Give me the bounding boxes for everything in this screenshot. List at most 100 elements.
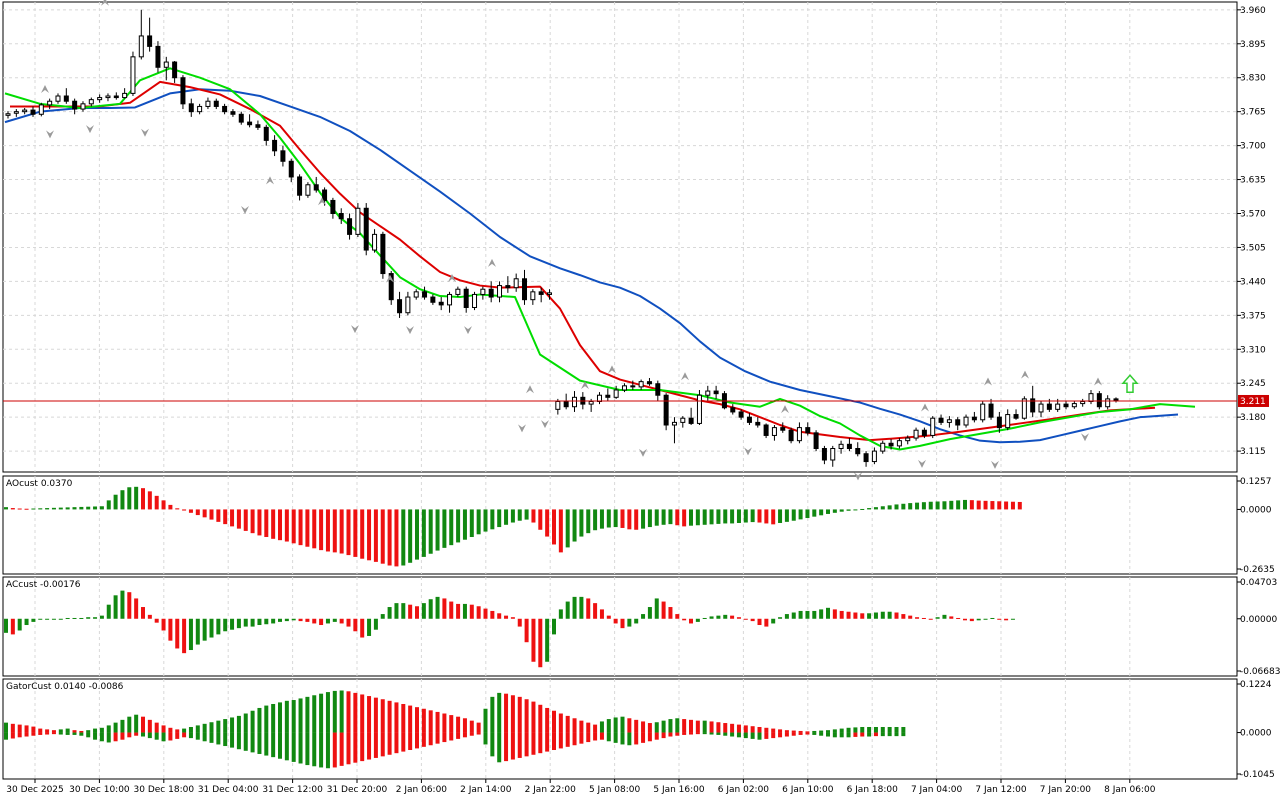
gator-upper-bar (113, 722, 118, 733)
candle (155, 41, 161, 73)
price-tick-label: 3.960 (1240, 6, 1266, 16)
gator-lower-bar (223, 732, 228, 747)
signal-up-arrow-icon (1121, 374, 1139, 393)
candle-body (780, 427, 786, 431)
osc-bar (599, 609, 604, 619)
gator-lower-bar (408, 732, 413, 751)
candle-body (1038, 403, 1044, 413)
gator-upper-bar (4, 722, 8, 733)
gator-upper-bar (86, 730, 91, 733)
candle-body (830, 448, 836, 461)
fractal-up-icon (448, 274, 456, 283)
gator-upper-bar (764, 727, 769, 733)
osc-bar (634, 618, 639, 624)
fractal-down-icon (639, 448, 647, 457)
gator-upper-bar (552, 710, 556, 733)
candle (621, 383, 627, 393)
osc-bar (613, 509, 618, 528)
gator-upper-bar (579, 720, 584, 733)
candle (796, 422, 802, 444)
candle (447, 291, 453, 313)
time-tick-label: 6 Jan 02:00 (718, 785, 770, 795)
gator-upper-bar (17, 724, 22, 733)
osc-bar (942, 614, 947, 619)
fractal-up-icon (41, 85, 49, 93)
osc-bar (963, 618, 967, 621)
gator-panel[interactable] (2, 678, 1238, 780)
candle-body (130, 56, 136, 94)
gator-upper-bar (278, 702, 282, 733)
osc-tick-label: 0.00000 (1240, 615, 1277, 625)
candle-body (330, 199, 336, 214)
osc-bar (593, 509, 598, 531)
candle (113, 92, 119, 100)
candle-body (755, 421, 761, 426)
gator-upper-bar (72, 730, 77, 733)
gator-upper-bar (490, 696, 495, 733)
osc-bar (154, 495, 159, 510)
gator-lower-bar (346, 732, 351, 765)
ao-panel[interactable] (2, 475, 1238, 575)
osc-bar (545, 509, 550, 537)
osc-bar (853, 509, 858, 511)
osc-bar (586, 509, 591, 534)
osc-bar (682, 618, 687, 621)
candle-body (238, 113, 244, 123)
gator-upper-bar (394, 702, 399, 733)
osc-bar (675, 509, 680, 526)
osc-bar (956, 500, 961, 510)
osc-bar (661, 601, 666, 619)
osc-bar (846, 509, 851, 511)
osc-bar (134, 598, 139, 619)
gator-lower-bar (462, 732, 467, 738)
gator-upper-bar (682, 719, 687, 733)
osc-bar (956, 617, 961, 619)
candle-body (180, 77, 186, 105)
osc-bar (182, 618, 187, 654)
current-price-line: 3.211 (3, 394, 1269, 407)
osc-bar (771, 509, 776, 525)
gator-lower-bar (846, 732, 851, 738)
gator-lower-bar (31, 732, 36, 736)
gator-upper-bar (298, 698, 303, 733)
candle (422, 286, 428, 300)
osc-bar (86, 506, 91, 510)
osc-bar (24, 618, 29, 626)
candle-body (880, 442, 886, 452)
candle-body (122, 92, 128, 99)
gator-lower-bar (702, 732, 707, 735)
osc-bar (188, 618, 193, 651)
candle-body (1080, 401, 1086, 405)
ac-panel[interactable] (2, 576, 1238, 677)
candle-body (563, 401, 569, 408)
current-price-label: 3.211 (1240, 397, 1266, 407)
candle-body (796, 427, 802, 442)
candle (938, 414, 944, 425)
osc-bar (168, 504, 173, 510)
osc-bar (291, 509, 296, 544)
gator-upper-bar (586, 722, 591, 733)
osc-bar (709, 616, 714, 619)
osc-bar (627, 618, 632, 627)
gator-lower-bar (606, 732, 611, 742)
osc-bar (969, 500, 974, 510)
gator-upper-bar (58, 729, 63, 733)
gator-upper-bar (771, 728, 776, 733)
gator-upper-bar (401, 703, 406, 733)
gator-upper-bar (367, 696, 372, 733)
osc-bar (771, 618, 776, 624)
osc-bar (579, 596, 584, 619)
candle-body (80, 103, 86, 110)
candle (405, 291, 411, 316)
osc-bar (456, 509, 461, 543)
gator-lower-bar (545, 732, 550, 752)
osc-bar (243, 618, 248, 627)
osc-bar (339, 509, 344, 554)
price-tick-label: 3.180 (1240, 413, 1266, 423)
main-price-panel[interactable] (2, 1, 1238, 473)
fractal-up-icon (386, 274, 394, 283)
osc-bar (38, 618, 43, 620)
osc-bar (367, 618, 372, 636)
